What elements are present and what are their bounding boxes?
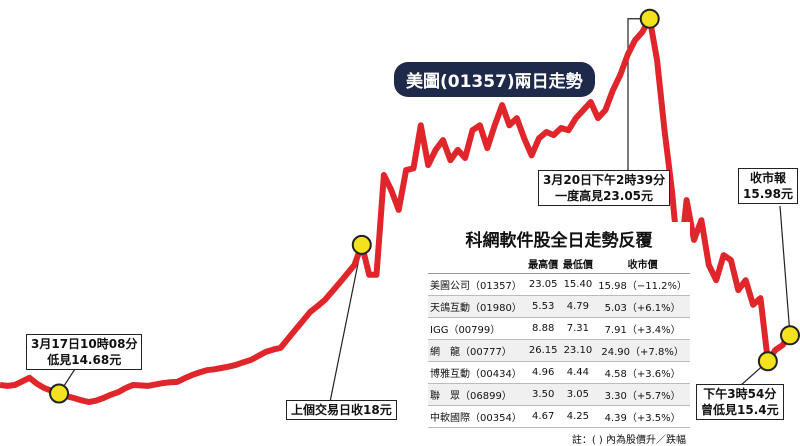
chart-title: 美圖(01357)兩日走勢 [394,62,595,97]
annotation-dot [639,8,660,29]
header-cell [428,254,526,274]
header-cell: 最高價 [525,254,561,274]
table-cell: 7.91（+3.4%） [595,317,690,340]
table: 科網軟件股全日走勢反覆 最高價 最低價 收市價 美圖公司（01357） 23.05… [428,222,690,446]
table-grid: 最高價 最低價 收市價 美圖公司（01357） 23.05 15.40 15.98（−… [428,254,690,428]
annotation-line: 上個交易日收18元 [291,403,392,417]
table-note: 註：( ) 內為股價升／跌幅 [571,435,686,446]
price-line [0,15,793,405]
annotation-line: 收市報 [749,171,786,185]
table-cell: 4.67 [525,405,561,428]
table-cell: 3.30（+5.7%） [595,383,690,406]
page: {"chart_data": {"type": "line", "title":… [0,8,800,446]
table-cell: 5.53 [525,295,561,318]
table-cell: 3.05 [560,383,596,406]
table-row: 中軟國際（00354） 4.67 4.25 4.39（+3.5%） [428,405,690,428]
table-row: IGG（00799） 8.88 7.31 7.91（+3.4%） [428,317,690,340]
table-title: 科網軟件股全日走勢反覆 [465,231,653,251]
connector [329,244,363,403]
table-cell: 15.98（−11.2%） [595,273,690,296]
table-cell: 天鴿互動（01980） [428,295,526,318]
annotation: 上個交易日收18元 [286,400,397,420]
annotation-dot [351,234,372,255]
annotation: 3月20日下午2時39分 一度高見23.05元 [538,170,671,206]
annotation: 下午3時54分 曾低見15.4元 [696,384,784,420]
table-row: 網 龍（00777） 26.15 23.10 24.90（+7.8%） [428,339,690,362]
annotation-line: 下午3時54分 [703,387,777,401]
table-cell: 博雅互動（00434） [428,361,526,384]
table-cell: 26.15 [525,339,561,362]
table-cell: 23.10 [560,339,596,362]
table-cell: IGG（00799） [428,317,526,340]
table-row: 博雅互動（00434） 4.96 4.44 4.58（+3.6%） [428,361,690,384]
annotation-line: 3月17日10時08分 [31,337,138,351]
table-cell: 4.44 [560,361,596,384]
annotation: 3月17日10時08分 低見14.68元 [26,334,143,370]
annotation-line: 一度高見23.05元 [555,189,654,203]
annotation-line: 低見14.68元 [47,353,122,367]
table-cell: 15.40 [560,273,596,296]
annotation: 收市報 15.98元 [738,168,798,204]
table-cell: 8.88 [525,317,561,340]
table-cell: 中軟國際（00354） [428,405,526,428]
table-cell: 5.03（+6.1%） [595,295,690,318]
header-cell: 收市價 [595,254,690,274]
table-cell: 聯 眾（06899） [428,383,526,406]
table-cell: 24.90（+7.8%） [595,339,690,362]
table-cell: 4.58（+3.6%） [595,361,690,384]
annotation-dot [780,325,800,346]
annotation-line: 3月20日下午2時39分 [543,173,666,187]
header-cell: 最低價 [560,254,596,274]
chart [0,8,800,405]
table-row: 美圖公司（01357） 23.05 15.40 15.98（−11.2%） [428,273,690,296]
annotation-line: 曾低見15.4元 [701,403,779,417]
connector [779,205,791,336]
annotation-dot [49,383,70,404]
table-cell: 4.25 [560,405,596,428]
table-row: 聯 眾（06899） 3.50 3.05 3.30（+5.7%） [428,383,690,406]
table-cell: 美圖公司（01357） [428,273,526,296]
table-cell: 7.31 [560,317,596,340]
annotation-line: 15.98元 [743,187,793,201]
table-cell: 4.96 [525,361,561,384]
table-row: 天鴿互動（01980） 5.53 4.79 5.03（+6.1%） [428,295,690,318]
annotation-dot [757,351,778,372]
header-row: 最高價 最低價 收市價 [428,254,690,274]
table-cell: 3.50 [525,383,561,406]
table-cell: 4.39（+3.5%） [595,405,690,428]
table-cell: 4.79 [560,295,596,318]
table-cell: 23.05 [525,273,561,296]
table-cell: 網 龍（00777） [428,339,526,362]
